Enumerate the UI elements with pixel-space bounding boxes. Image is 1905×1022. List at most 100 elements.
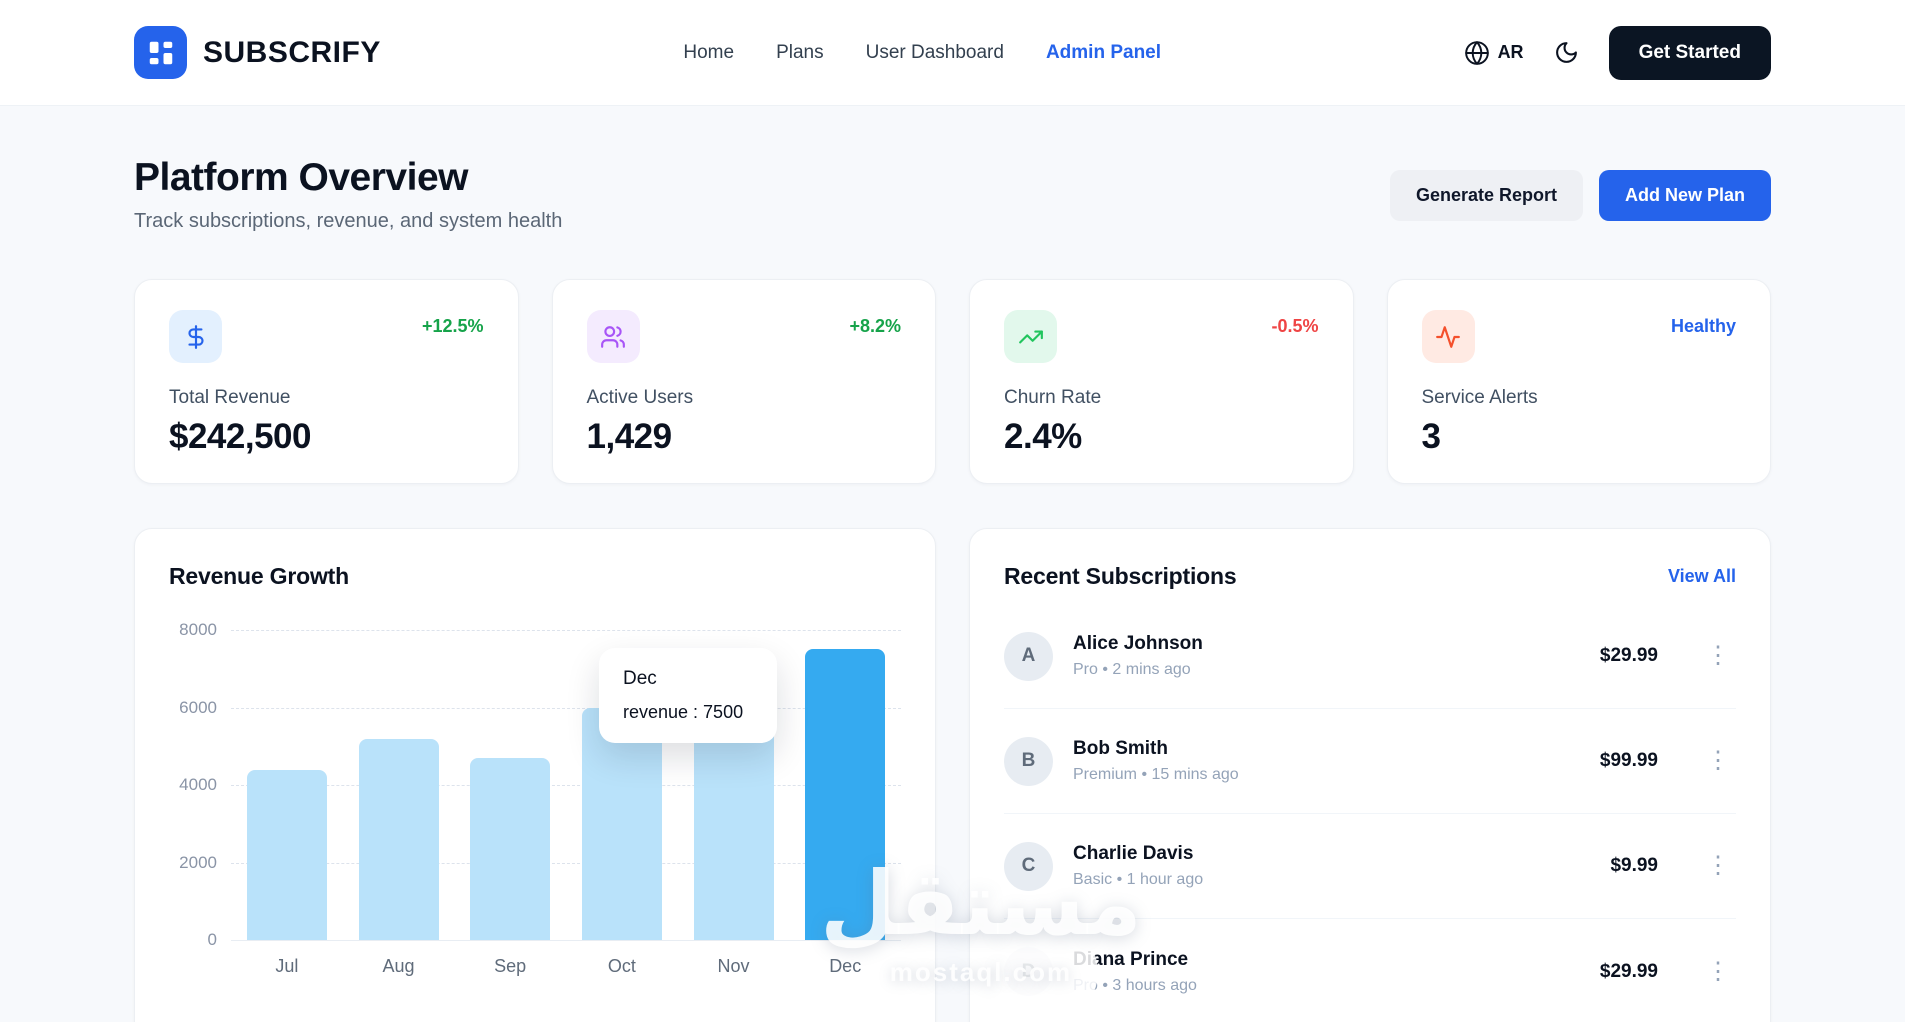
activity-icon [1421, 310, 1475, 363]
stat-card-total-revenue: +12.5% Total Revenue $242,500 [134, 279, 519, 484]
row-menu-icon[interactable]: ⋮ [1700, 956, 1736, 988]
stat-delta: +8.2% [849, 316, 901, 336]
gridline [231, 862, 901, 864]
globe-icon [1464, 40, 1490, 66]
recent-subscriptions-card: Recent Subscriptions View All A Alice Jo… [969, 528, 1771, 1022]
subscription-meta: Pro • 3 hours ago [1073, 976, 1197, 994]
subscription-meta: Pro • 2 mins ago [1073, 661, 1191, 678]
trending-up-icon [1004, 310, 1057, 363]
page-header: Platform Overview Track subscriptions, r… [134, 156, 1771, 233]
bar-aug[interactable] [343, 630, 455, 940]
subscription-price: $29.99 [1599, 645, 1658, 666]
stat-delta: +12.5% [421, 316, 484, 336]
tooltip-value: revenue : 7500 [623, 702, 744, 722]
users-icon [586, 310, 640, 363]
subscriptions-list: A Alice Johnson Pro • 2 mins ago $29.99 … [1004, 604, 1736, 1022]
y-tick-label: 6000 [179, 697, 217, 717]
avatar: D [1004, 947, 1053, 996]
y-tick-label: 2000 [179, 852, 217, 872]
dark-mode-toggle[interactable] [1554, 40, 1579, 65]
nav-plans[interactable]: Plans [776, 41, 824, 63]
stat-label: Churn Rate [1004, 387, 1102, 408]
page-title: Platform Overview [134, 156, 468, 199]
gridline [231, 630, 901, 631]
bar-sep[interactable] [454, 630, 566, 940]
chart-tooltip: Dec revenue : 7500 [599, 648, 777, 743]
view-all-link[interactable]: View All [1667, 566, 1736, 586]
row-menu-icon[interactable]: ⋮ [1700, 640, 1736, 672]
stat-label: Service Alerts [1421, 387, 1538, 408]
stat-label: Active Users [586, 387, 694, 408]
subscription-row: B Bob Smith Premium • 15 mins ago $99.99… [1004, 709, 1736, 814]
stat-delta: -0.5% [1271, 316, 1319, 336]
bar[interactable] [693, 715, 774, 940]
brand-logo-icon [134, 26, 187, 79]
x-tick-label: Dec [829, 956, 862, 976]
x-tick-label: Aug [382, 956, 415, 976]
page-actions: Generate Report Add New Plan [1389, 170, 1771, 221]
nav-admin-panel[interactable]: Admin Panel [1045, 41, 1162, 63]
subscriber-name: Bob Smith [1073, 738, 1168, 759]
subscription-price: $9.99 [1610, 855, 1658, 876]
subscription-row: D Diana Prince Pro • 3 hours ago $29.99 … [1004, 919, 1736, 1022]
x-tick-label: Oct [607, 956, 636, 976]
y-tick-label: 4000 [179, 775, 217, 794]
y-tick-label: 0 [207, 930, 217, 949]
page-subtitle: Track subscriptions, revenue, and system… [134, 210, 563, 232]
row-menu-icon[interactable]: ⋮ [1700, 745, 1736, 777]
bar[interactable] [581, 707, 662, 940]
bar[interactable] [246, 769, 327, 940]
stat-cards: +12.5% Total Revenue $242,500 +8.2% Acti… [134, 279, 1771, 484]
add-new-plan-button[interactable]: Add New Plan [1598, 170, 1771, 221]
moon-icon [1554, 40, 1579, 65]
subscriber-name: Charlie Davis [1073, 843, 1194, 864]
stat-value: 3 [1421, 417, 1441, 456]
subscriptions-title: Recent Subscriptions [1004, 563, 1237, 589]
avatar: A [1004, 631, 1053, 681]
bar[interactable] [358, 738, 439, 940]
bar[interactable] [805, 649, 886, 940]
subscription-price: $29.99 [1599, 960, 1658, 982]
stat-card-service-alerts: Healthy Service Alerts 3 [1386, 279, 1771, 484]
avatar: C [1004, 841, 1053, 891]
subscription-meta: Basic • 1 hour ago [1073, 871, 1204, 888]
main-content: Platform Overview Track subscriptions, r… [0, 156, 1905, 1022]
stat-value: $242,500 [169, 417, 311, 456]
x-tick-label: Sep [494, 956, 527, 976]
stat-label: Total Revenue [169, 387, 291, 408]
dollar-icon [169, 310, 222, 363]
brand[interactable]: SUBSCRIFY [134, 26, 381, 79]
bar-jul[interactable] [231, 630, 343, 940]
bar-oct[interactable] [566, 630, 678, 940]
subscription-row: C Charlie Davis Basic • 1 hour ago $9.99… [1004, 814, 1736, 919]
stat-card-churn-rate: -0.5% Churn Rate 2.4% [969, 279, 1354, 484]
bottom-panels: Revenue Growth 0 2000 4000 6000 8000 Dec rev… [134, 528, 1771, 1022]
x-tick-label: Nov [717, 956, 750, 976]
avatar: B [1004, 736, 1053, 786]
y-tick-label: 8000 [179, 620, 217, 639]
gridline [231, 940, 901, 941]
top-navbar: SUBSCRIFY Home Plans User Dashboard Admi… [0, 0, 1905, 106]
subscriber-name: Diana Prince [1073, 948, 1189, 970]
gridline [231, 707, 901, 709]
nav-home[interactable]: Home [683, 41, 735, 63]
language-switcher[interactable]: AR [1464, 40, 1524, 66]
header-actions: AR Get Started [1464, 25, 1771, 80]
row-menu-icon[interactable]: ⋮ [1700, 850, 1736, 882]
stat-card-active-users: +8.2% Active Users 1,429 [551, 279, 936, 484]
revenue-growth-card: Revenue Growth 0 2000 4000 6000 8000 Dec rev… [134, 528, 936, 1022]
bar-dec[interactable] [789, 630, 901, 940]
bar-nov[interactable] [678, 630, 790, 940]
subscriber-name: Alice Johnson [1073, 633, 1203, 654]
nav-user-dashboard[interactable]: User Dashboard [865, 41, 1004, 63]
x-tick-label: Jul [275, 956, 299, 976]
get-started-button[interactable]: Get Started [1608, 25, 1771, 80]
bar[interactable] [470, 757, 551, 940]
main-nav: Home Plans User Dashboard Admin Panel [683, 42, 1161, 64]
subscription-price: $99.99 [1599, 750, 1658, 771]
brand-name: SUBSCRIFY [203, 35, 381, 69]
subscription-row: A Alice Johnson Pro • 2 mins ago $29.99 … [1004, 604, 1736, 709]
subscription-meta: Premium • 15 mins ago [1073, 766, 1239, 783]
generate-report-button[interactable]: Generate Report [1389, 170, 1583, 221]
chart-plot: Dec revenue : 7500 [231, 630, 901, 941]
